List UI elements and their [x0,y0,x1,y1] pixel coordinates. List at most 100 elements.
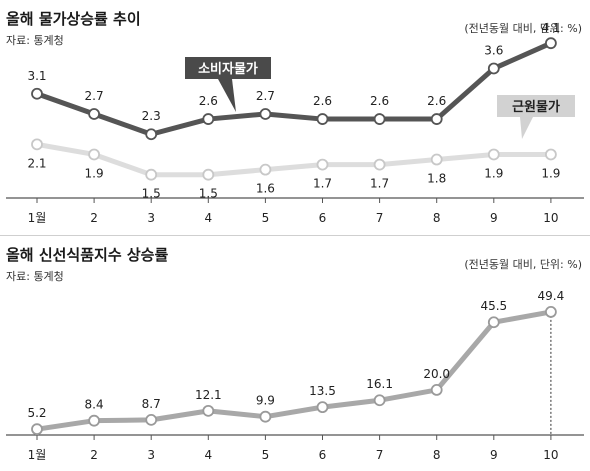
data-label: 1.7 [370,177,389,191]
x-tick-label: 4 [204,211,212,225]
chart-source: 자료: 통계청 [6,270,64,283]
cpi-line-chart: 1월 2 3 4 5 6 7 8 9 10 2.1 1.9 1.5 1.5 1.6 1.7 1.7 1.8 1.9 1… [6,21,584,225]
chart-title: 올해 신선식품지수 상승률 [6,246,169,264]
data-label: 2.6 [370,94,389,108]
data-label: 2.3 [142,109,161,123]
data-point [316,158,329,171]
data-label: 1.7 [313,177,332,191]
series-tag-core-box [497,95,575,117]
data-label: 45.5 [480,299,507,313]
data-label: 16.1 [366,377,393,391]
data-label: 1.8 [427,172,446,186]
x-tick-label: 4 [204,448,212,462]
chart-unit: (전년동월 대비, 단위: %) [464,258,582,271]
x-tick-label: 9 [490,211,498,225]
data-label: 9.9 [256,394,275,408]
data-point [202,168,215,181]
x-tick-label: 5 [262,448,270,462]
series-tag-consumer-pointer [218,79,236,112]
data-label: 4.1 [541,21,560,35]
chart-unit: (전년동월 대비, 단위: %) [464,22,582,35]
data-point [145,413,158,426]
data-label: 2.1 [27,156,46,170]
data-point [545,305,557,318]
data-point [259,108,272,120]
x-tick-label: 2 [90,211,98,225]
data-point [88,414,100,427]
data-label: 2.6 [427,94,446,108]
data-label: 20.0 [423,367,450,381]
data-point [31,87,43,100]
data-label: 13.5 [309,384,336,398]
x-tick-label: 7 [376,211,384,225]
data-label: 3.6 [484,43,503,57]
fresh-food-line-chart: 1월 2 3 4 5 6 7 8 9 10 5.2 8.4 8.7 12.1 9.9 13.5 16.1 20.0… [6,289,584,462]
x-tick-label: 6 [319,211,327,225]
data-point [545,37,557,50]
data-point [202,404,215,417]
series-tag-consumer-box [185,57,271,79]
series-line [34,40,554,137]
data-point [31,423,43,436]
chart-title: 올해 물가상승률 추이 [6,10,141,28]
data-label: 1.9 [85,166,104,180]
data-label: 8.7 [142,397,161,411]
data-point [259,410,272,423]
data-point [373,113,386,125]
data-point [487,148,500,161]
data-point [487,62,500,75]
panel-divider [0,235,590,236]
data-label: 2.7 [85,89,104,103]
data-point [373,394,386,407]
data-point [430,113,443,125]
data-point [316,113,329,125]
data-point [88,148,100,161]
data-label: 2.7 [256,89,275,103]
data-label: 8.4 [85,398,104,412]
x-tick-label: 7 [376,448,384,462]
x-tick-label: 6 [319,448,327,462]
x-tick-label: 5 [262,211,270,225]
data-label: 1.5 [142,187,161,201]
x-tick-label: 1월 [28,448,47,462]
chart-source: 자료: 통계청 [6,34,64,47]
data-point [145,128,158,141]
data-label: 3.1 [27,69,46,83]
data-point [430,383,443,396]
x-tick-label: 1월 [28,211,47,225]
series-tag-core-label: 근원물가 [512,100,560,115]
data-point [430,153,443,166]
data-point [487,316,500,329]
data-point [373,158,386,171]
x-tick-label: 3 [147,211,155,225]
data-label: 1.5 [199,187,218,201]
x-tick-label: 3 [147,448,155,462]
data-point [545,148,557,161]
series-tag-consumer-label: 소비자물가 [198,62,258,77]
x-tick-label: 2 [90,448,98,462]
x-tick-label: 9 [490,448,498,462]
data-label: 5.2 [27,406,46,420]
data-point [316,401,329,414]
data-point [259,163,272,176]
data-label: 1.9 [541,166,560,180]
x-tick-label: 10 [543,211,558,225]
data-point [31,138,43,151]
fresh-food-chart-panel: 올해 신선식품지수 상승률 자료: 통계청 (전년동월 대비, 단위: %) 1… [0,236,590,471]
data-label: 2.6 [199,94,218,108]
cpi-chart-panel: 올해 물가상승률 추이 자료: 통계청 (전년동월 대비, 단위: %) 1월 2… [0,0,590,235]
data-label: 49.4 [538,289,565,303]
x-tick-label: 8 [433,211,441,225]
series-line [34,309,554,432]
x-tick-label: 10 [543,448,558,462]
data-point [145,168,158,181]
data-label: 1.9 [484,166,503,180]
series-line [34,141,554,178]
series-tag-core-pointer [520,117,533,139]
data-label: 2.6 [313,94,332,108]
x-tick-label: 8 [433,448,441,462]
data-label: 12.1 [195,388,222,402]
data-point [88,108,100,120]
data-label: 1.6 [256,182,275,196]
data-point [202,113,215,125]
